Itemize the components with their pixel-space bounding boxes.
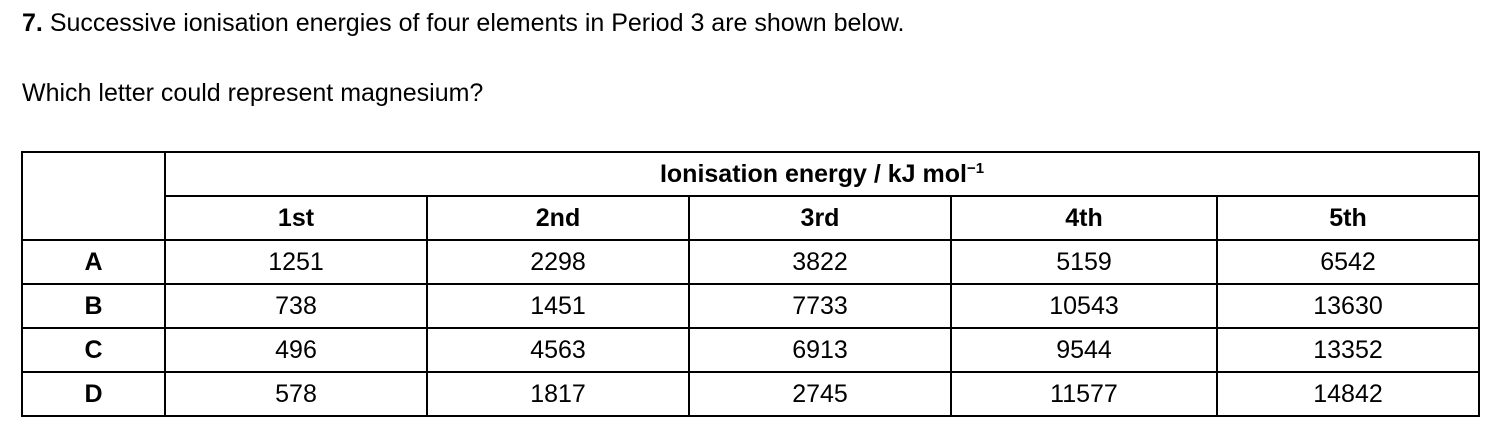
question-text: Successive ionisation energies of four e…	[49, 9, 905, 37]
question-stem: 7. Successive ionisation energies of fou…	[22, 8, 904, 38]
table-cell: 6913	[688, 327, 952, 373]
table-cell: 578	[164, 371, 428, 417]
table-cell: 738	[164, 283, 428, 329]
table-cell: 2745	[688, 371, 952, 417]
column-header-row: 1st 2nd 3rd 4th 5th	[22, 195, 1481, 241]
table-cell: 4563	[426, 327, 690, 373]
ionisation-energy-header: Ionisation energy / kJ mol−1	[163, 151, 1481, 197]
ionisation-energy-table: Ionisation energy / kJ mol−1 1st 2nd 3rd…	[21, 151, 1481, 417]
table-cell: 5159	[950, 239, 1218, 285]
row-label: D	[21, 371, 166, 417]
header-title: Ionisation energy / kJ mol	[659, 160, 967, 188]
table-cell: 9544	[950, 327, 1218, 373]
table-cell: 496	[164, 327, 428, 373]
table-row: A 1251 2298 3822 5159 6542	[21, 239, 1481, 285]
row-label: A	[21, 239, 166, 285]
table-cell: 3822	[688, 239, 952, 285]
column-header: 5th	[1215, 195, 1481, 241]
table-cell: 1251	[164, 239, 428, 285]
table-cell: 13630	[1215, 283, 1481, 329]
table-cell: 1817	[426, 371, 690, 417]
row-label: B	[21, 283, 166, 329]
table-row: C 496 4563 6913 9544 13352	[21, 327, 1481, 373]
column-header: 4th	[950, 195, 1218, 241]
column-header: 2nd	[426, 195, 690, 241]
table-cell: 7733	[688, 283, 952, 329]
header-superscript: −1	[966, 160, 985, 177]
table-cell: 11577	[950, 371, 1218, 417]
question-prompt: Which letter could represent magnesium?	[22, 79, 484, 107]
table-cell: 2298	[426, 239, 690, 285]
table-row: B 738 1451 7733 10543 13630	[21, 283, 1481, 329]
table-cell: 13352	[1215, 327, 1481, 373]
question-number: 7.	[22, 9, 43, 37]
row-label: C	[21, 327, 166, 373]
column-header: 1st	[164, 195, 428, 241]
corner-cell	[21, 151, 166, 241]
table-row: D 578 1817 2745 11577 14842	[21, 371, 1481, 417]
table-cell: 10543	[950, 283, 1218, 329]
table-title-row: Ionisation energy / kJ mol−1	[21, 151, 1481, 241]
table-cell: 14842	[1215, 371, 1481, 417]
column-header: 3rd	[688, 195, 952, 241]
table-cell: 6542	[1215, 239, 1481, 285]
table-cell: 1451	[426, 283, 690, 329]
